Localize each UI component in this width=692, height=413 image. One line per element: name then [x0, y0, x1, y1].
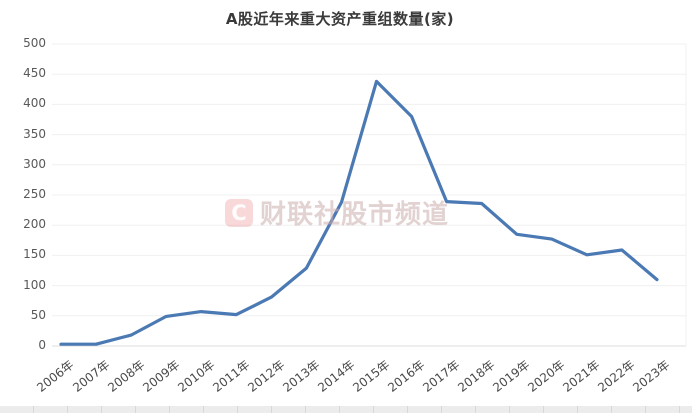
chart-title: A股近年来重大资产重组数量(家): [225, 10, 455, 28]
cropped-table-edge: [0, 406, 692, 413]
